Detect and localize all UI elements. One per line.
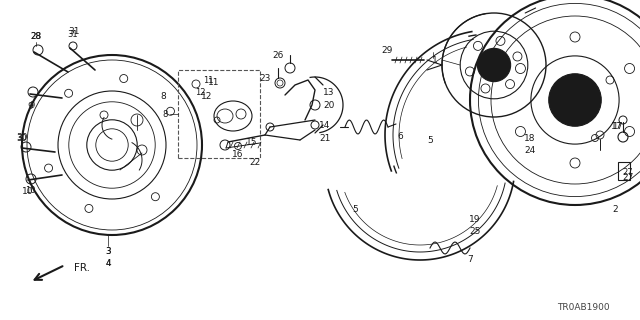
Text: 24: 24: [524, 146, 536, 155]
Text: 19: 19: [469, 215, 481, 225]
Text: 31: 31: [68, 29, 78, 38]
Text: 7: 7: [467, 255, 473, 265]
Text: 31: 31: [68, 27, 80, 36]
Text: 30: 30: [16, 132, 28, 141]
Text: 27: 27: [623, 167, 634, 177]
Text: 27: 27: [622, 172, 634, 181]
Text: 22: 22: [250, 157, 260, 166]
Circle shape: [477, 48, 511, 82]
Text: 28: 28: [31, 31, 42, 41]
Text: FR.: FR.: [74, 263, 90, 273]
Text: 6: 6: [397, 132, 403, 140]
Text: 4: 4: [105, 260, 111, 268]
Text: 14: 14: [319, 121, 331, 130]
Text: 3: 3: [106, 247, 111, 257]
Text: 8: 8: [160, 92, 166, 100]
Text: 12: 12: [195, 87, 205, 97]
Text: 9: 9: [29, 100, 35, 109]
Text: 11: 11: [203, 76, 213, 84]
Text: 17: 17: [611, 122, 623, 131]
Text: TR0AB1900: TR0AB1900: [557, 303, 610, 313]
Text: 21: 21: [319, 133, 331, 142]
Text: 29: 29: [381, 45, 393, 54]
Text: 20: 20: [323, 100, 335, 109]
Text: 25: 25: [469, 228, 481, 236]
Text: 12: 12: [202, 92, 212, 100]
Text: 5: 5: [352, 205, 358, 214]
Text: 15: 15: [246, 138, 258, 147]
Text: 18: 18: [524, 133, 536, 142]
Text: 17: 17: [612, 122, 622, 131]
Text: 23: 23: [259, 74, 271, 83]
Text: 1: 1: [432, 55, 438, 65]
Text: 16: 16: [232, 149, 244, 158]
Text: 3: 3: [105, 247, 111, 257]
Text: 9: 9: [27, 101, 33, 110]
Bar: [178, 70, 260, 158]
Text: 2: 2: [612, 205, 618, 214]
Text: 30: 30: [17, 133, 28, 142]
Bar: [618, 162, 630, 180]
Text: 10: 10: [25, 186, 35, 195]
Text: 8: 8: [163, 109, 168, 118]
Text: 26: 26: [272, 51, 284, 60]
Text: 11: 11: [208, 77, 220, 86]
Text: 13: 13: [323, 87, 335, 97]
Text: 28: 28: [30, 31, 42, 41]
Text: 10: 10: [22, 188, 34, 196]
Text: 4: 4: [106, 259, 111, 268]
Text: 5: 5: [427, 135, 433, 145]
Circle shape: [548, 74, 601, 126]
